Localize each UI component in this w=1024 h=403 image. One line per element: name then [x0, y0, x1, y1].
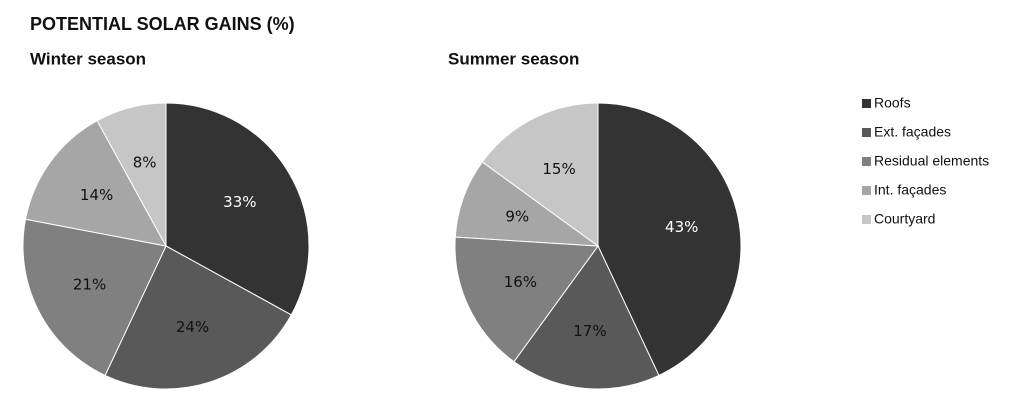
legend-swatch [862, 186, 871, 195]
subplot-title: Summer season [448, 49, 579, 68]
data-label: 24% [176, 318, 209, 336]
pie-slice [24, 120, 167, 247]
data-label: 17% [573, 322, 606, 340]
legend-swatch [862, 128, 871, 137]
legend-label: Courtyard [874, 211, 935, 227]
legend-label: Ext. façades [874, 124, 951, 140]
subplot-title: Winter season [30, 49, 146, 68]
chart-title: POTENTIAL SOLAR GAINS (%) [30, 14, 295, 34]
legend-swatch [862, 157, 871, 166]
pie-slice [96, 102, 167, 247]
pie-slice [454, 236, 599, 363]
legend-label: Int. façades [874, 182, 946, 198]
legend-label: Roofs [874, 95, 911, 111]
pie-slice [165, 102, 310, 316]
legend-swatch [862, 215, 871, 224]
data-label: 16% [504, 273, 537, 291]
data-label: 43% [665, 218, 698, 236]
data-label: 15% [542, 160, 575, 178]
pie-slice [22, 218, 167, 377]
data-label: 14% [80, 186, 113, 204]
data-label: 33% [223, 193, 256, 211]
pie-slice [481, 102, 599, 247]
data-label: 8% [133, 153, 157, 171]
data-label: 21% [73, 275, 106, 293]
legend-label: Residual elements [874, 153, 989, 169]
pie-slice [104, 245, 292, 390]
pie-slice [454, 161, 600, 247]
data-label: 9% [505, 207, 529, 225]
legend-swatch [862, 99, 871, 108]
pie-slice [513, 245, 660, 390]
pie-slice [597, 102, 742, 377]
